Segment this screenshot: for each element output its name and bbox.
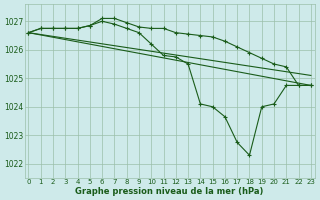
- X-axis label: Graphe pression niveau de la mer (hPa): Graphe pression niveau de la mer (hPa): [76, 187, 264, 196]
